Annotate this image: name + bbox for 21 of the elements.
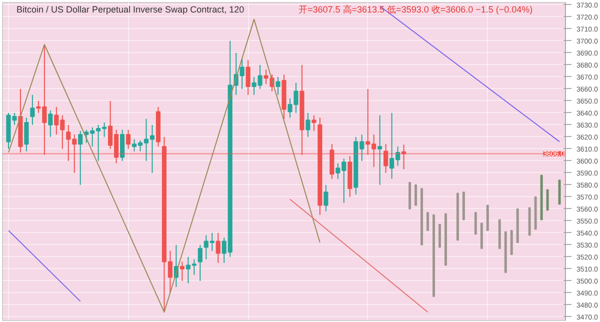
candlestick xyxy=(401,144,406,170)
candlestick xyxy=(324,184,328,212)
candlestick xyxy=(120,129,125,162)
chart-subtitle: 开=3607.5 高=3613.5 低=3593.0 收=3606.0 −1.5 (−0.04%) xyxy=(298,4,533,14)
candlestick xyxy=(330,144,334,180)
candlestick xyxy=(198,244,202,282)
candlestick xyxy=(306,112,310,138)
candlestick xyxy=(78,130,83,186)
candlestick xyxy=(276,76,280,96)
line-series xyxy=(8,18,320,313)
candlestick xyxy=(378,114,382,186)
chart-title: Bitcoin / US Dollar Perpetual Inverse Swap Contract, 120 xyxy=(16,4,244,14)
candlestick xyxy=(48,110,53,138)
candlestick xyxy=(30,94,35,126)
candlestick xyxy=(246,60,250,96)
candlestick xyxy=(312,114,316,132)
candlestick xyxy=(216,232,220,264)
candlestick xyxy=(126,129,131,150)
candlestick xyxy=(180,261,184,282)
candlestick xyxy=(24,117,29,152)
candlestick xyxy=(384,144,388,174)
